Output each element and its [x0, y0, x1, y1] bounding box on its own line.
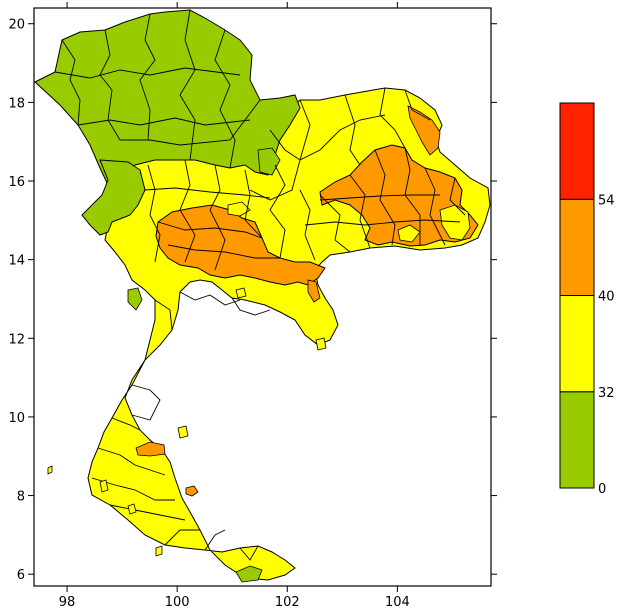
- region-orange-south-2: [185, 485, 199, 497]
- coastal-islands: [47, 287, 327, 557]
- y-tick-label: 18: [8, 96, 25, 111]
- y-tick-label: 8: [17, 490, 25, 505]
- region-yellow-hole-2: [439, 204, 471, 241]
- legend-label: 0: [598, 482, 606, 497]
- legend-bin: [559, 198, 595, 296]
- legend-colorbar: 0 32 40 54: [559, 102, 615, 497]
- y-axis: 20 18 16 14 12 10 8 6: [8, 18, 497, 583]
- x-tick-label: 100: [165, 595, 190, 610]
- x-axis: 98 100 102 104: [59, 2, 410, 610]
- y-tick-label: 6: [17, 568, 25, 583]
- y-tick-label: 20: [8, 18, 25, 33]
- legend-bin: [559, 391, 595, 489]
- region-green-small-west: [127, 287, 143, 311]
- legend-label: 40: [598, 290, 615, 305]
- region-yellow-hole-3: [397, 224, 421, 243]
- y-tick-label: 12: [8, 332, 25, 347]
- region-orange-coast-sliver: [307, 279, 321, 303]
- legend-bin: [559, 295, 595, 393]
- y-tick-label: 10: [8, 411, 25, 426]
- region-green-south-tip: [235, 565, 263, 583]
- legend-label: 32: [598, 386, 615, 401]
- region-orange-south-1: [135, 441, 166, 457]
- region-orange-east-strip: [407, 105, 441, 156]
- legend-label: 54: [598, 193, 615, 208]
- y-tick-label: 16: [8, 175, 25, 190]
- y-tick-label: 14: [8, 254, 25, 269]
- x-tick-label: 104: [385, 595, 410, 610]
- province-boundaries: [54, 9, 466, 561]
- x-tick-label: 102: [275, 595, 300, 610]
- legend-bin: [559, 102, 595, 200]
- region-green-west: [81, 159, 146, 236]
- region-yellow-hole-1: [227, 201, 251, 217]
- x-tick-label: 98: [59, 595, 76, 610]
